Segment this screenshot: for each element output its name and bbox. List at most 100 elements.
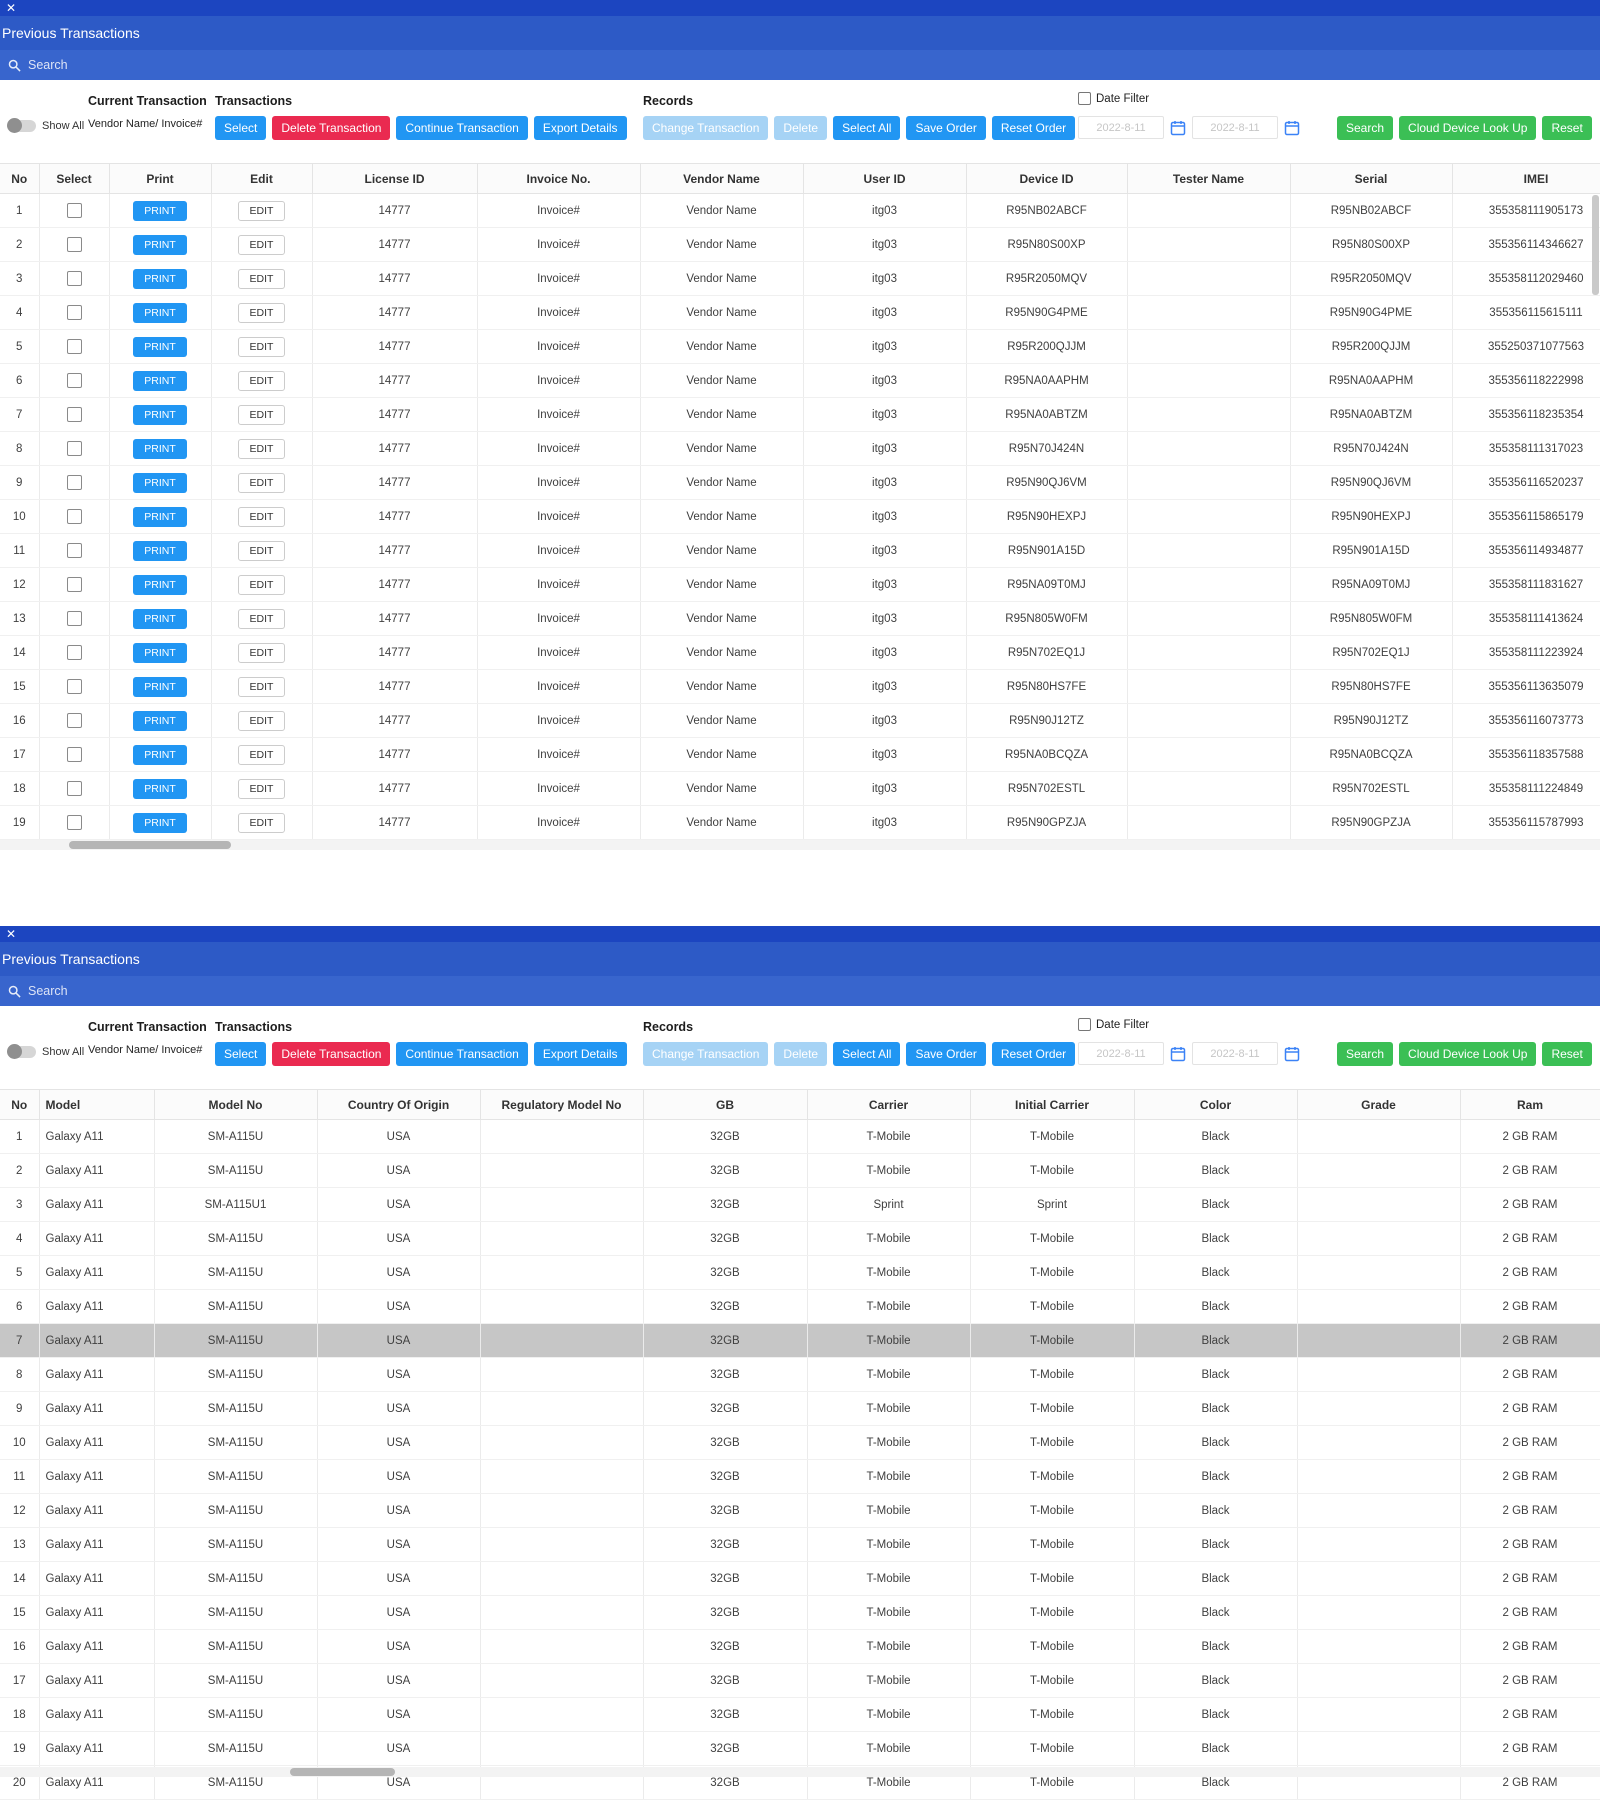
print-button[interactable]: PRINT bbox=[133, 234, 187, 255]
row-checkbox[interactable] bbox=[66, 747, 82, 762]
edit-button[interactable]: EDIT bbox=[237, 336, 286, 357]
search-input[interactable]: Search bbox=[0, 976, 1600, 1006]
table-row[interactable]: 12 Galaxy A11 SM-A115U USA 32GB T-Mobile… bbox=[0, 1493, 1600, 1528]
table-row[interactable]: 11 Galaxy A11 SM-A115U USA 32GB T-Mobile… bbox=[0, 1459, 1600, 1494]
close-icon[interactable]: ✕ bbox=[6, 927, 17, 941]
edit-button[interactable]: EDIT bbox=[237, 438, 286, 459]
print-button[interactable]: PRINT bbox=[133, 404, 187, 425]
table-row[interactable]: 13 Galaxy A11 SM-A115U USA 32GB T-Mobile… bbox=[0, 1527, 1600, 1562]
row-checkbox[interactable] bbox=[66, 407, 82, 422]
delete-button[interactable]: Delete bbox=[774, 1042, 828, 1066]
edit-button[interactable]: EDIT bbox=[237, 370, 286, 391]
print-button[interactable]: PRINT bbox=[133, 608, 187, 629]
print-button[interactable]: PRINT bbox=[133, 676, 187, 697]
row-checkbox[interactable] bbox=[66, 373, 82, 388]
cloud-device-lookup-button[interactable]: Cloud Device Look Up bbox=[1399, 116, 1537, 140]
row-checkbox[interactable] bbox=[66, 441, 82, 456]
table-row[interactable]: 10 Galaxy A11 SM-A115U USA 32GB T-Mobile… bbox=[0, 1425, 1600, 1460]
reset-order-button[interactable]: Reset Order bbox=[991, 1042, 1076, 1066]
row-checkbox[interactable] bbox=[66, 203, 82, 218]
select-button[interactable]: Select bbox=[215, 1042, 267, 1066]
table-row[interactable]: 1 Galaxy A11 SM-A115U USA 32GB T-Mobile … bbox=[0, 1119, 1600, 1154]
table-row[interactable]: 19 Galaxy A11 SM-A115U USA 32GB T-Mobile… bbox=[0, 1731, 1600, 1766]
print-button[interactable]: PRINT bbox=[133, 268, 187, 289]
row-checkbox[interactable] bbox=[66, 679, 82, 694]
select-all-button[interactable]: Select All bbox=[833, 116, 901, 140]
row-checkbox[interactable] bbox=[66, 577, 82, 592]
date-to-input[interactable] bbox=[1192, 1042, 1278, 1065]
reset-button[interactable]: Reset bbox=[1542, 1042, 1592, 1066]
close-icon[interactable]: ✕ bbox=[6, 1, 17, 15]
date-to-input[interactable] bbox=[1192, 116, 1278, 139]
table-row[interactable]: 8 Galaxy A11 SM-A115U USA 32GB T-Mobile … bbox=[0, 1357, 1600, 1392]
table-row[interactable]: 16 Galaxy A11 SM-A115U USA 32GB T-Mobile… bbox=[0, 1629, 1600, 1664]
print-button[interactable]: PRINT bbox=[133, 438, 187, 459]
cloud-device-lookup-button[interactable]: Cloud Device Look Up bbox=[1399, 1042, 1537, 1066]
continue-transaction-button[interactable]: Continue Transaction bbox=[396, 116, 528, 140]
horizontal-scrollbar[interactable] bbox=[0, 1767, 1600, 1777]
edit-button[interactable]: EDIT bbox=[237, 234, 286, 255]
search-input[interactable]: Search bbox=[0, 50, 1600, 80]
edit-button[interactable]: EDIT bbox=[237, 710, 286, 731]
print-button[interactable]: PRINT bbox=[133, 472, 187, 493]
row-checkbox[interactable] bbox=[66, 237, 82, 252]
edit-button[interactable]: EDIT bbox=[237, 778, 286, 799]
edit-button[interactable]: EDIT bbox=[237, 200, 286, 221]
table-row[interactable]: 5 Galaxy A11 SM-A115U USA 32GB T-Mobile … bbox=[0, 1255, 1600, 1290]
show-all-toggle[interactable] bbox=[7, 1044, 36, 1059]
scrollbar-thumb[interactable] bbox=[290, 1768, 395, 1776]
continue-transaction-button[interactable]: Continue Transaction bbox=[396, 1042, 528, 1066]
edit-button[interactable]: EDIT bbox=[237, 642, 286, 663]
print-button[interactable]: PRINT bbox=[133, 778, 187, 799]
row-checkbox[interactable] bbox=[66, 611, 82, 626]
change-transaction-button[interactable]: Change Transaction bbox=[643, 1042, 769, 1066]
change-transaction-button[interactable]: Change Transaction bbox=[643, 116, 769, 140]
print-button[interactable]: PRINT bbox=[133, 336, 187, 357]
save-order-button[interactable]: Save Order bbox=[906, 116, 986, 140]
select-all-button[interactable]: Select All bbox=[833, 1042, 901, 1066]
date-from-input[interactable] bbox=[1078, 116, 1164, 139]
calendar-icon[interactable] bbox=[1168, 117, 1188, 139]
table-row[interactable]: 18 Galaxy A11 SM-A115U USA 32GB T-Mobile… bbox=[0, 1697, 1600, 1732]
edit-button[interactable]: EDIT bbox=[237, 302, 286, 323]
delete-transaction-button[interactable]: Delete Transaction bbox=[272, 1042, 391, 1066]
calendar-icon[interactable] bbox=[1282, 117, 1302, 139]
edit-button[interactable]: EDIT bbox=[237, 574, 286, 595]
edit-button[interactable]: EDIT bbox=[237, 268, 286, 289]
edit-button[interactable]: EDIT bbox=[237, 812, 286, 833]
row-checkbox[interactable] bbox=[66, 339, 82, 354]
table-row[interactable]: 17 Galaxy A11 SM-A115U USA 32GB T-Mobile… bbox=[0, 1663, 1600, 1698]
print-button[interactable]: PRINT bbox=[133, 540, 187, 561]
table-row[interactable]: 3 Galaxy A11 SM-A115U1 USA 32GB Sprint S… bbox=[0, 1187, 1600, 1222]
delete-button[interactable]: Delete bbox=[774, 116, 828, 140]
edit-button[interactable]: EDIT bbox=[237, 676, 286, 697]
print-button[interactable]: PRINT bbox=[133, 574, 187, 595]
edit-button[interactable]: EDIT bbox=[237, 540, 286, 561]
search-button[interactable]: Search bbox=[1337, 1042, 1394, 1066]
calendar-icon[interactable] bbox=[1168, 1043, 1188, 1065]
delete-transaction-button[interactable]: Delete Transaction bbox=[272, 116, 391, 140]
table-row[interactable]: 15 Galaxy A11 SM-A115U USA 32GB T-Mobile… bbox=[0, 1595, 1600, 1630]
print-button[interactable]: PRINT bbox=[133, 710, 187, 731]
edit-button[interactable]: EDIT bbox=[237, 472, 286, 493]
row-checkbox[interactable] bbox=[66, 815, 82, 830]
save-order-button[interactable]: Save Order bbox=[906, 1042, 986, 1066]
show-all-toggle[interactable] bbox=[7, 118, 36, 133]
row-checkbox[interactable] bbox=[66, 271, 82, 286]
row-checkbox[interactable] bbox=[66, 713, 82, 728]
print-button[interactable]: PRINT bbox=[133, 302, 187, 323]
row-checkbox[interactable] bbox=[66, 781, 82, 796]
table-row[interactable]: 6 Galaxy A11 SM-A115U USA 32GB T-Mobile … bbox=[0, 1289, 1600, 1324]
date-filter-checkbox[interactable] bbox=[1078, 92, 1091, 105]
select-button[interactable]: Select bbox=[215, 116, 267, 140]
reset-button[interactable]: Reset bbox=[1542, 116, 1592, 140]
row-checkbox[interactable] bbox=[66, 509, 82, 524]
table-row[interactable]: 9 Galaxy A11 SM-A115U USA 32GB T-Mobile … bbox=[0, 1391, 1600, 1426]
edit-button[interactable]: EDIT bbox=[237, 608, 286, 629]
print-button[interactable]: PRINT bbox=[133, 812, 187, 833]
table-row[interactable]: 7 Galaxy A11 SM-A115U USA 32GB T-Mobile … bbox=[0, 1323, 1600, 1358]
print-button[interactable]: PRINT bbox=[133, 370, 187, 391]
export-details-button[interactable]: Export Details bbox=[533, 1042, 627, 1066]
row-checkbox[interactable] bbox=[66, 645, 82, 660]
reset-order-button[interactable]: Reset Order bbox=[991, 116, 1076, 140]
